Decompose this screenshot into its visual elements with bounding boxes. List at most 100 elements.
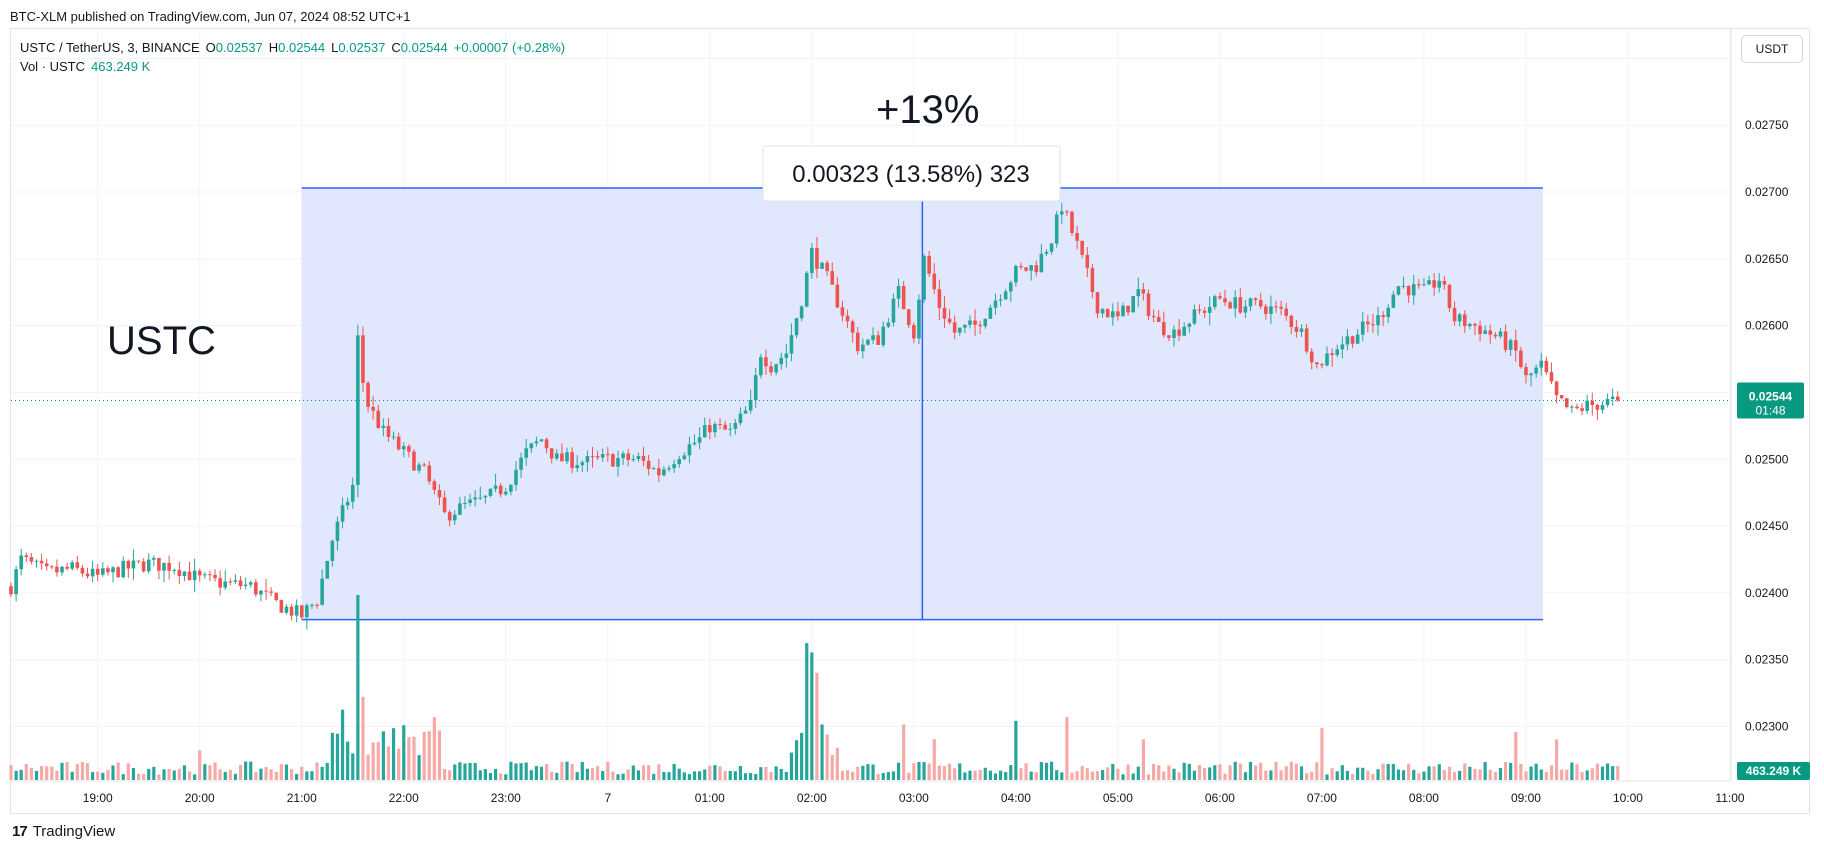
legend-symbol[interactable]: USTC / TetherUS, 3, BINANCE xyxy=(20,40,200,55)
candle-body xyxy=(90,568,95,577)
legend-low: 0.02537 xyxy=(338,40,386,55)
candle-body xyxy=(733,422,738,429)
candle-body xyxy=(1095,292,1100,314)
volume-bar xyxy=(835,747,839,780)
price-tick-label: 0.02650 xyxy=(1745,252,1789,266)
volume-bar xyxy=(1570,762,1574,780)
candle-body xyxy=(886,322,891,327)
candle-body xyxy=(1600,405,1605,410)
candle-body xyxy=(621,453,625,459)
volume-bar xyxy=(1044,762,1049,780)
volume-bar xyxy=(1452,772,1457,780)
candle-body xyxy=(208,574,212,576)
volume-bar xyxy=(116,762,120,780)
volume-bar xyxy=(988,770,992,780)
volume-bar xyxy=(1126,764,1130,780)
last-price-value: 0.02544 xyxy=(1749,389,1793,403)
candle-body xyxy=(509,484,513,492)
volume-bar xyxy=(121,774,125,780)
candle-body xyxy=(274,592,279,601)
candle-body xyxy=(1595,405,1600,410)
volume-bar xyxy=(289,769,294,780)
candle-body xyxy=(529,443,534,449)
candle-body xyxy=(1498,331,1503,337)
time-tick-label: 22:00 xyxy=(389,791,419,805)
volume-bar xyxy=(845,770,850,780)
volume-bar xyxy=(203,764,207,780)
time-tick-label: 21:00 xyxy=(287,791,317,805)
currency-button[interactable]: USDT xyxy=(1741,35,1803,63)
volume-bar xyxy=(1299,766,1304,780)
volume-bar xyxy=(784,771,788,780)
candle-body xyxy=(978,324,982,327)
range-tooltip-box xyxy=(762,145,1061,202)
candle-body xyxy=(1447,284,1452,309)
volume-bar xyxy=(417,755,421,780)
candle-body xyxy=(1162,322,1166,336)
candle-body xyxy=(417,464,421,471)
candle-body xyxy=(340,505,345,522)
volume-bar xyxy=(1248,761,1253,780)
volume-bar xyxy=(1565,769,1569,780)
volume-bar xyxy=(815,672,819,780)
volume-bar xyxy=(448,770,452,780)
candle-body xyxy=(753,375,758,401)
candle-body xyxy=(779,357,784,365)
legend-volume-label[interactable]: Vol · USTC xyxy=(20,59,86,74)
candle-body xyxy=(1141,289,1146,294)
candle-body xyxy=(820,262,824,269)
last-price-badge xyxy=(1737,382,1804,419)
volume-bar xyxy=(1024,763,1028,780)
volume-bar xyxy=(876,774,880,780)
candle-body xyxy=(667,468,671,470)
volume-bar xyxy=(1590,768,1594,780)
candle-body xyxy=(1279,306,1283,309)
candle-body xyxy=(1457,314,1462,322)
volume-bar xyxy=(407,737,411,780)
candle-body xyxy=(1238,297,1243,313)
volume-bar xyxy=(397,748,401,780)
candle-body xyxy=(682,455,687,460)
volume-bar xyxy=(34,770,39,780)
volume-bar xyxy=(442,768,447,780)
candle-body xyxy=(1350,336,1355,344)
candle-body xyxy=(1396,286,1401,295)
candle-body xyxy=(1253,298,1258,301)
volume-bar xyxy=(1529,766,1533,780)
volume-bar xyxy=(325,763,329,780)
volume-badge-value: 463.249 K xyxy=(1746,764,1802,778)
candle-body xyxy=(524,448,528,458)
price-tick-label: 0.02700 xyxy=(1745,185,1789,199)
candle-body xyxy=(657,468,661,476)
volume-bar xyxy=(769,772,773,780)
volume-bar xyxy=(167,768,171,780)
volume-bar xyxy=(493,768,498,780)
candle-body xyxy=(1187,323,1192,327)
volume-bar xyxy=(1213,765,1217,780)
candle-body xyxy=(1610,396,1615,399)
candle-body xyxy=(1320,364,1324,366)
candle-body xyxy=(315,604,319,606)
volume-bar xyxy=(453,764,457,780)
time-tick-label: 01:00 xyxy=(695,791,725,805)
volume-bar xyxy=(1539,769,1543,780)
volume-bar xyxy=(320,766,324,780)
candle-body xyxy=(947,318,952,323)
candle-body xyxy=(401,446,406,450)
volume-bar xyxy=(794,740,799,780)
volume-bar xyxy=(907,772,911,780)
volume-bar xyxy=(810,652,814,780)
candle-body xyxy=(1360,321,1365,335)
volume-bar xyxy=(24,763,28,780)
legend-close: 0.02544 xyxy=(400,40,448,55)
volume-bar xyxy=(743,773,748,780)
time-tick-label: 23:00 xyxy=(491,791,521,805)
candle-body xyxy=(356,335,360,485)
volume-bar xyxy=(1391,763,1395,780)
time-tick-label: 09:00 xyxy=(1511,791,1541,805)
candle-body xyxy=(606,454,610,456)
candle-body xyxy=(376,410,381,428)
volume-bar xyxy=(1090,771,1094,780)
volume-bar xyxy=(840,770,845,780)
